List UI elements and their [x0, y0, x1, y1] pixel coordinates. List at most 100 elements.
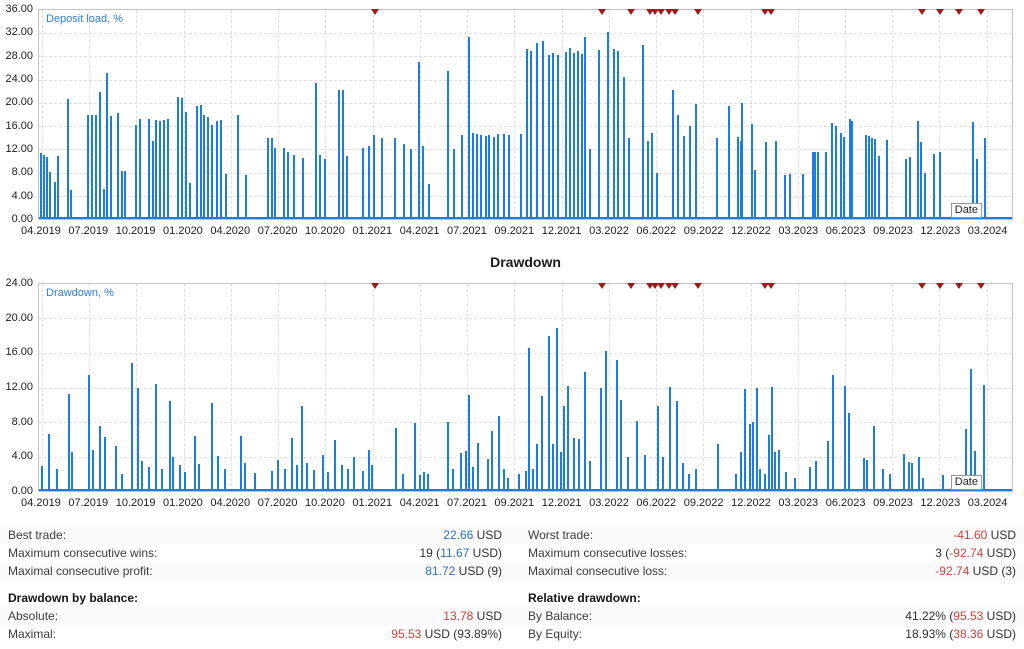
bar	[90, 115, 93, 219]
bar	[578, 439, 580, 491]
bar	[300, 405, 303, 491]
bar	[626, 456, 629, 491]
bar	[245, 175, 248, 219]
bar	[741, 103, 744, 219]
bar	[647, 140, 650, 219]
bar	[290, 437, 293, 491]
event-marker-icon	[656, 9, 665, 15]
bar	[655, 172, 658, 219]
event-marker-icon	[626, 9, 635, 15]
bar	[801, 173, 804, 219]
bar	[224, 173, 227, 219]
x-tick-label: 09.2021	[494, 225, 535, 237]
bar	[763, 473, 766, 491]
bar	[326, 472, 329, 491]
gridline-vertical	[467, 284, 469, 491]
bar	[367, 450, 370, 491]
stat-value-segment: -92.74	[949, 546, 984, 560]
bar	[347, 469, 350, 491]
bar	[524, 471, 527, 491]
x-tick-label: 07.2021	[447, 225, 487, 237]
bar	[167, 119, 170, 219]
bar	[137, 388, 140, 491]
bar	[727, 106, 730, 219]
bar	[292, 155, 295, 219]
gridline-vertical	[372, 284, 374, 491]
gridline-vertical	[514, 10, 516, 219]
bar	[870, 137, 873, 219]
bar	[120, 170, 123, 219]
gridline-vertical	[89, 284, 91, 491]
bar	[677, 114, 680, 219]
bar	[197, 464, 200, 491]
gridline-vertical	[656, 10, 658, 219]
drawdown-x-axis: 04.2019 07.2019 10.2019 01.2020 04.2020 07.20…	[21, 497, 1013, 511]
bar	[751, 124, 754, 219]
x-tick-label: 06.2022	[636, 497, 677, 509]
bar	[71, 452, 74, 491]
gridline-vertical	[608, 10, 610, 219]
bar	[103, 188, 106, 219]
bar	[825, 151, 828, 219]
bar	[627, 137, 630, 219]
bar	[573, 52, 576, 219]
event-marker-icon	[626, 283, 635, 289]
bar	[922, 478, 925, 491]
event-markers	[39, 9, 1012, 219]
bar	[831, 374, 834, 491]
bar	[372, 135, 375, 219]
bar	[717, 443, 720, 491]
x-tick-label: 04.2021	[399, 225, 440, 237]
stat-value: 81.72 USD (9)	[425, 562, 502, 580]
bar	[917, 456, 920, 491]
bar	[754, 169, 757, 219]
bar	[468, 395, 471, 491]
bar	[172, 456, 175, 491]
y-tick-label: 28.00	[5, 49, 33, 62]
bar	[203, 114, 206, 219]
bar	[886, 140, 889, 219]
stat-cell-right: By Equity: 18.93% (38.36 USD)	[512, 625, 1024, 643]
bar	[848, 119, 851, 219]
bar	[758, 469, 761, 491]
bar	[547, 55, 550, 219]
bar	[687, 473, 690, 491]
x-tick-label: 09.2022	[683, 225, 724, 237]
bar	[555, 328, 558, 491]
stat-label: Maximal:	[8, 627, 57, 641]
bar	[528, 347, 531, 491]
bar	[199, 104, 202, 219]
bar	[468, 36, 471, 219]
gridline-horizontal	[39, 318, 1012, 320]
bar	[139, 118, 142, 219]
bar	[541, 396, 544, 491]
bar	[151, 140, 154, 219]
stat-value-segment: 41.22% (	[905, 609, 954, 623]
gridline-horizontal	[39, 172, 1012, 174]
bar	[274, 147, 277, 219]
bar	[773, 452, 776, 491]
y-tick-label: 20.00	[5, 311, 33, 324]
bar	[498, 415, 501, 491]
event-marker-icon	[935, 9, 944, 15]
event-marker-icon	[766, 283, 775, 289]
gridline-vertical	[986, 284, 988, 491]
gridline-horizontal	[39, 421, 1012, 423]
bar	[162, 120, 165, 219]
bar	[904, 158, 907, 219]
bar	[423, 472, 426, 491]
bar	[785, 472, 788, 491]
gridline-vertical	[703, 284, 705, 491]
bar	[116, 113, 119, 219]
event-marker-icon	[918, 9, 927, 15]
gridline-vertical	[278, 10, 280, 219]
bar	[42, 155, 45, 219]
bar	[446, 70, 449, 219]
x-tick-label: 01.2020	[163, 497, 203, 509]
stat-cell-left: Maximal consecutive profit: 81.72 USD (9)	[0, 562, 512, 580]
bar	[461, 134, 464, 219]
bar	[324, 158, 327, 219]
gridline-horizontal	[39, 195, 1012, 197]
bar	[95, 114, 98, 219]
bar	[507, 134, 510, 219]
